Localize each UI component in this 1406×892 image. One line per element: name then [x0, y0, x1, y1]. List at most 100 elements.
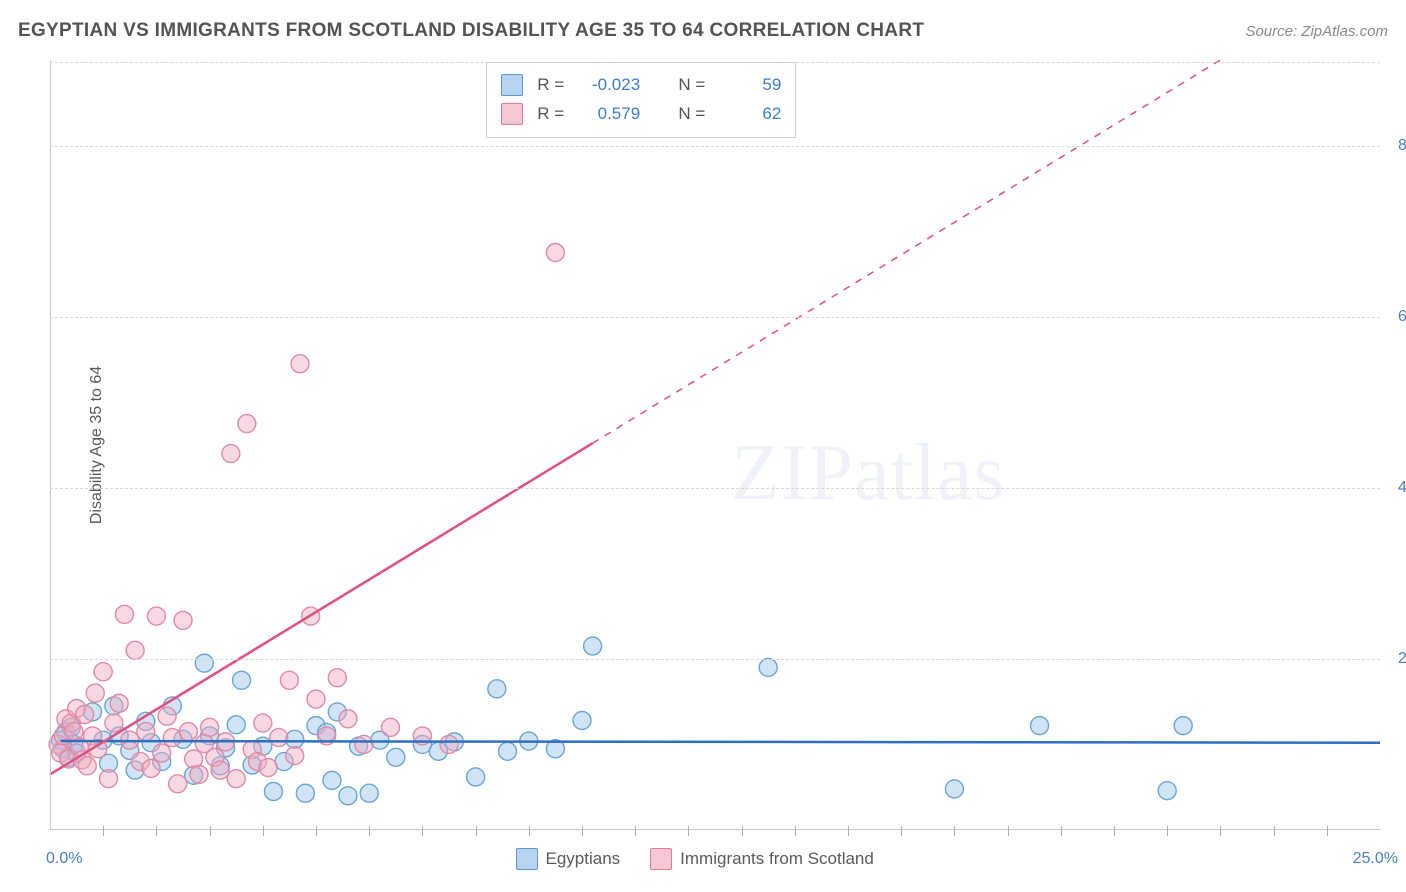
scatter-point	[360, 784, 378, 802]
scatter-point	[296, 784, 314, 802]
scatter-point	[945, 780, 963, 798]
y-tick-label: 80.0%	[1398, 137, 1406, 155]
scatter-point	[126, 641, 144, 659]
y-tick-label: 60.0%	[1398, 308, 1406, 326]
legend-stats: R =-0.023 N =59R =0.579 N =62	[486, 62, 796, 138]
scatter-point	[584, 637, 602, 655]
legend-swatch	[516, 848, 538, 870]
scatter-point	[259, 759, 277, 777]
y-tick-label: 20.0%	[1398, 650, 1406, 668]
scatter-point	[355, 735, 373, 753]
scatter-point	[233, 671, 251, 689]
scatter-svg	[50, 60, 1380, 830]
x-label-min: 0.0%	[46, 850, 82, 868]
scatter-point	[499, 742, 517, 760]
legend-series-item: Egyptians	[516, 848, 621, 870]
scatter-point	[147, 607, 165, 625]
scatter-point	[211, 761, 229, 779]
scatter-point	[158, 707, 176, 725]
x-tick	[742, 826, 743, 836]
x-tick	[688, 826, 689, 836]
legend-stat-row: R =0.579 N =62	[501, 100, 781, 129]
y-tick-label: 40.0%	[1398, 479, 1406, 497]
scatter-point	[286, 730, 304, 748]
scatter-point	[440, 735, 458, 753]
gridline	[50, 146, 1380, 147]
legend-swatch	[501, 74, 523, 96]
header: EGYPTIAN VS IMMIGRANTS FROM SCOTLAND DIS…	[18, 20, 1388, 42]
scatter-point	[110, 694, 128, 712]
x-tick	[263, 826, 264, 836]
scatter-point	[142, 759, 160, 777]
scatter-point	[759, 658, 777, 676]
y-axis	[50, 60, 51, 830]
legend-series-item: Immigrants from Scotland	[650, 848, 874, 870]
legend-label: Egyptians	[546, 849, 621, 869]
x-axis	[50, 829, 1380, 830]
x-tick	[103, 826, 104, 836]
x-label-max: 25.0%	[1353, 850, 1398, 868]
legend-label: Immigrants from Scotland	[680, 849, 874, 869]
legend-swatch	[501, 103, 523, 125]
scatter-point	[264, 783, 282, 801]
chart-container: Disability Age 35 to 64 ZIPatlas 20.0%40…	[50, 60, 1380, 830]
scatter-point	[339, 710, 357, 728]
scatter-point	[291, 355, 309, 373]
legend-series: Egyptians Immigrants from Scotland	[516, 848, 874, 870]
scatter-point	[227, 770, 245, 788]
scatter-point	[100, 770, 118, 788]
gridline	[50, 659, 1380, 660]
scatter-point	[195, 654, 213, 672]
scatter-point	[546, 244, 564, 262]
scatter-point	[286, 747, 304, 765]
x-tick	[848, 826, 849, 836]
scatter-point	[222, 445, 240, 463]
x-tick	[901, 826, 902, 836]
chart-title: EGYPTIAN VS IMMIGRANTS FROM SCOTLAND DIS…	[18, 20, 924, 42]
x-tick	[210, 826, 211, 836]
x-tick	[635, 826, 636, 836]
scatter-point	[1031, 717, 1049, 735]
x-tick	[582, 826, 583, 836]
x-tick	[795, 826, 796, 836]
scatter-point	[381, 718, 399, 736]
x-tick	[1114, 826, 1115, 836]
scatter-point	[105, 714, 123, 732]
x-tick	[476, 826, 477, 836]
x-tick	[156, 826, 157, 836]
gridline	[50, 317, 1380, 318]
x-tick	[1220, 826, 1221, 836]
scatter-point	[227, 716, 245, 734]
source-label: Source: ZipAtlas.com	[1245, 23, 1388, 40]
x-tick	[1167, 826, 1168, 836]
scatter-point	[169, 775, 187, 793]
scatter-point	[153, 744, 171, 762]
scatter-point	[573, 711, 591, 729]
scatter-point	[467, 768, 485, 786]
scatter-point	[76, 706, 94, 724]
scatter-point	[280, 671, 298, 689]
scatter-point	[78, 757, 96, 775]
scatter-point	[115, 605, 133, 623]
x-tick	[1008, 826, 1009, 836]
x-tick	[1327, 826, 1328, 836]
x-tick	[954, 826, 955, 836]
scatter-point	[238, 415, 256, 433]
x-tick	[1274, 826, 1275, 836]
x-tick	[422, 826, 423, 836]
scatter-point	[179, 723, 197, 741]
scatter-point	[94, 663, 112, 681]
x-tick	[369, 826, 370, 836]
scatter-point	[339, 787, 357, 805]
scatter-point	[190, 765, 208, 783]
scatter-point	[387, 748, 405, 766]
scatter-point	[254, 714, 272, 732]
gridline	[50, 488, 1380, 489]
scatter-point	[488, 680, 506, 698]
scatter-point	[137, 723, 155, 741]
trend-line	[61, 741, 1380, 743]
scatter-point	[270, 729, 288, 747]
legend-stat-row: R =-0.023 N =59	[501, 71, 781, 100]
x-tick	[316, 826, 317, 836]
x-tick	[529, 826, 530, 836]
